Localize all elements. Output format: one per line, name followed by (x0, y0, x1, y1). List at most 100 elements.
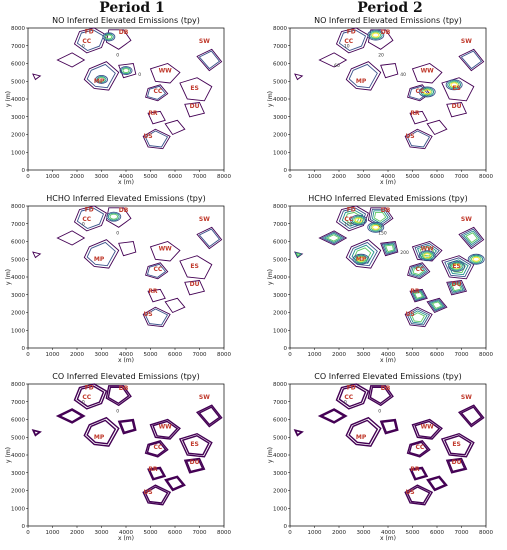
contour-line (119, 419, 136, 434)
contour-line (351, 244, 375, 264)
contour-label: 20 (378, 52, 384, 58)
x-tick-label: 3000 (95, 174, 109, 180)
contour-hotspot (367, 29, 385, 41)
contour-line (146, 263, 167, 278)
contour-label: 0 (82, 400, 85, 406)
x-tick-label: 3000 (357, 530, 371, 536)
y-axis-label: y (m) (5, 447, 12, 463)
x-tick-label: 7000 (193, 174, 207, 180)
y-tick-label: 4000 (273, 97, 287, 103)
x-tick-label: 1000 (308, 352, 322, 358)
y-tick-label: 3000 (273, 293, 287, 299)
x-tick-label: 7000 (455, 174, 469, 180)
contour-line (404, 306, 433, 328)
y-tick-label: 0 (22, 524, 26, 530)
contour-hotspot (449, 261, 464, 271)
contour-line (451, 283, 462, 292)
contour-plot-svg: NO Inferred Elevated Emissions (tpy) 0 100… (5, 16, 231, 186)
contour-hotspot (121, 67, 131, 75)
x-tick-label: 7000 (455, 530, 469, 536)
site-label: RR (148, 288, 158, 295)
y-tick-label: 3000 (11, 293, 25, 299)
contour-line (411, 241, 443, 262)
contour-line (338, 385, 367, 408)
y-tick-label: 3000 (273, 115, 287, 121)
contour-line (198, 50, 221, 70)
contour-line (411, 312, 426, 323)
contour-line (445, 457, 468, 474)
contour-label: 10 (344, 44, 350, 50)
site-label: ES (452, 441, 460, 448)
site-label: DU (452, 103, 462, 110)
y-tick-label: 8000 (273, 382, 287, 388)
x-tick-label: 4000 (119, 174, 133, 180)
x-tick-label: 5000 (406, 352, 420, 358)
y-axis-label: y (m) (5, 91, 12, 107)
contour-hotspot (350, 214, 368, 226)
site-label: ES (452, 85, 460, 92)
y-tick-label: 0 (284, 168, 288, 174)
contour-hotspot (95, 75, 108, 84)
y-tick-label: 6000 (273, 418, 287, 424)
x-tick-label: 5000 (144, 174, 158, 180)
site-label: DB (119, 385, 129, 392)
contour-line (148, 467, 165, 480)
contour-line (117, 418, 137, 435)
site-label: RR (410, 466, 420, 473)
contour-line (145, 84, 169, 102)
x-tick-label: 0 (26, 352, 30, 358)
contour-label: 0 (138, 72, 141, 78)
x-tick-label: 2000 (70, 352, 84, 358)
contour-hotspot (445, 79, 463, 91)
site-label: WW (421, 67, 435, 74)
site-label: US (405, 311, 414, 318)
contour-line (179, 77, 213, 102)
contour-line (144, 439, 169, 458)
y-tick-label: 6000 (273, 240, 287, 246)
site-label: CC (82, 394, 91, 401)
contour-line (107, 386, 130, 405)
contour-line (380, 241, 399, 257)
y-tick-label: 0 (22, 346, 26, 352)
y-tick-label: 7000 (273, 44, 287, 50)
contour-hotspot (420, 251, 435, 261)
contour-line (32, 251, 42, 259)
x-tick-label: 1000 (46, 352, 60, 358)
site-label: CC (153, 266, 162, 273)
contour-hotspot (107, 212, 120, 221)
contour-hotspot (472, 256, 480, 262)
contour-line (56, 230, 86, 246)
site-label: DU (190, 281, 200, 288)
contour-line (338, 29, 367, 52)
plot-frame (27, 383, 225, 527)
contour-line (195, 404, 223, 428)
y-tick-label: 3000 (11, 115, 25, 121)
contour-line (443, 435, 472, 456)
y-tick-label: 8000 (11, 26, 25, 32)
site-label: FD (347, 28, 356, 35)
y-tick-label: 7000 (11, 222, 25, 228)
contour-line (164, 475, 186, 492)
contour-line (345, 416, 382, 447)
contour-line (73, 205, 107, 232)
contour-hotspot (467, 253, 485, 265)
site-label: CC (344, 216, 353, 223)
contour-line (320, 409, 346, 423)
contour-line (325, 234, 341, 242)
contour-line (335, 205, 369, 232)
contour-hotspot (418, 250, 436, 262)
contour-plot-svg: CO Inferred Elevated Emissions (tpy) 0 100… (5, 372, 231, 542)
x-tick-label: 0 (288, 352, 292, 358)
x-tick-label: 8000 (479, 174, 493, 180)
site-label: CC (153, 88, 162, 95)
x-tick-label: 6000 (430, 174, 444, 180)
contour-label: 0 (378, 408, 381, 414)
plot-frame (289, 383, 487, 527)
contour-line (149, 241, 181, 262)
contour-line (444, 257, 472, 278)
x-tick-label: 4000 (381, 352, 395, 358)
contour-line (73, 383, 108, 410)
site-label: RR (148, 110, 158, 117)
chart-title: HCHO Inferred Elevated Emissions (tpy) (46, 194, 205, 203)
contour-hotspot (451, 262, 462, 270)
